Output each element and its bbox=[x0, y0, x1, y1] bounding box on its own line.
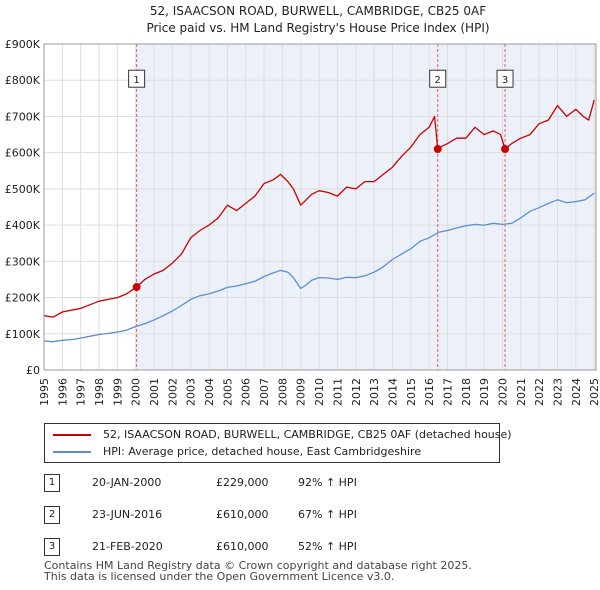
sale-marker-label: 1 bbox=[133, 75, 139, 86]
y-tick-label: £800K bbox=[5, 74, 41, 87]
x-tick-label: 2009 bbox=[295, 378, 308, 406]
transaction-date: 21-FEB-2020 bbox=[92, 540, 163, 553]
table-row: 3 21-FEB-2020 £610,000 52% ↑ HPI bbox=[44, 538, 464, 558]
y-tick-label: £900K bbox=[5, 38, 41, 51]
x-tick-label: 2016 bbox=[423, 378, 436, 406]
transaction-date: 20-JAN-2000 bbox=[92, 476, 162, 489]
y-tick-label: £0 bbox=[26, 364, 40, 377]
sale-point bbox=[132, 283, 141, 292]
sale-marker-box bbox=[496, 69, 514, 88]
sale-point bbox=[433, 145, 442, 154]
x-tick-label: 1997 bbox=[75, 378, 88, 406]
x-tick-label: 1998 bbox=[93, 378, 106, 406]
transaction-hpi: 92% ↑ HPI bbox=[298, 476, 357, 489]
x-tick-label: 1995 bbox=[38, 378, 51, 406]
transaction-date: 23-JUN-2016 bbox=[92, 508, 163, 521]
y-tick-label: £600K bbox=[5, 147, 41, 160]
table-row: 1 20-JAN-2000 £229,000 92% ↑ HPI bbox=[44, 474, 464, 494]
x-tick-label: 1996 bbox=[56, 378, 69, 406]
y-tick-label: £200K bbox=[5, 292, 41, 305]
footer-copyright: Contains HM Land Registry data © Crown c… bbox=[44, 559, 472, 572]
transaction-number-badge: 1 bbox=[44, 474, 60, 492]
x-tick-label: 2024 bbox=[570, 378, 583, 406]
x-tick-label: 1999 bbox=[111, 378, 124, 406]
legend-label-property: 52, ISAACSON ROAD, BURWELL, CAMBRIDGE, C… bbox=[103, 428, 512, 441]
x-tick-label: 2017 bbox=[441, 378, 454, 406]
x-tick-label: 2013 bbox=[368, 378, 381, 406]
x-tick-label: 2002 bbox=[166, 378, 179, 406]
y-tick-label: £100K bbox=[5, 328, 41, 341]
x-tick-label: 2020 bbox=[496, 378, 509, 406]
post-sale-shading bbox=[136, 44, 596, 370]
footer-licence: This data is licensed under the Open Gov… bbox=[44, 570, 395, 583]
chart-title: 52, ISAACSON ROAD, BURWELL, CAMBRIDGE, C… bbox=[150, 4, 486, 18]
hpi-series-line bbox=[43, 192, 595, 343]
transaction-number-badge: 3 bbox=[44, 538, 60, 556]
table-row: 2 23-JUN-2016 £610,000 67% ↑ HPI bbox=[44, 506, 464, 526]
x-tick-label: 2022 bbox=[533, 378, 546, 406]
x-tick-label: 2015 bbox=[405, 378, 418, 406]
x-tick-label: 2019 bbox=[478, 378, 491, 406]
x-tick-label: 2010 bbox=[313, 378, 326, 406]
transaction-price: £229,000 bbox=[216, 476, 269, 489]
y-tick-label: £300K bbox=[5, 255, 41, 268]
transaction-number-badge: 2 bbox=[44, 506, 60, 524]
price-chart: 52, ISAACSON ROAD, BURWELL, CAMBRIDGE, C… bbox=[5, 4, 600, 406]
x-tick-label: 2000 bbox=[130, 378, 143, 406]
x-tick-label: 2006 bbox=[240, 378, 253, 406]
legend-swatch-property bbox=[53, 434, 91, 436]
legend-swatch-hpi bbox=[53, 451, 91, 453]
transaction-hpi: 52% ↑ HPI bbox=[298, 540, 357, 553]
attribution-footer: Contains HM Land Registry data © Crown c… bbox=[44, 560, 472, 582]
x-tick-label: 2001 bbox=[148, 378, 161, 406]
x-tick-label: 2004 bbox=[203, 378, 216, 406]
transaction-price: £610,000 bbox=[216, 508, 269, 521]
x-tick-label: 2003 bbox=[185, 378, 198, 406]
legend-label-hpi: HPI: Average price, detached house, East… bbox=[103, 445, 422, 458]
x-tick-label: 2007 bbox=[258, 378, 271, 406]
x-tick-label: 2005 bbox=[221, 378, 234, 406]
plot-border bbox=[43, 43, 597, 371]
chart-legend: 52, ISAACSON ROAD, BURWELL, CAMBRIDGE, C… bbox=[44, 423, 512, 463]
chart-subtitle: Price paid vs. HM Land Registry's House … bbox=[146, 21, 489, 35]
x-tick-label: 2023 bbox=[551, 378, 564, 406]
x-tick-label: 2014 bbox=[386, 378, 399, 406]
sale-marker-label: 3 bbox=[502, 75, 508, 86]
sale-marker-box bbox=[128, 69, 146, 88]
sale-marker-box bbox=[429, 69, 447, 88]
x-tick-label: 2011 bbox=[331, 378, 344, 406]
x-tick-label: 2008 bbox=[276, 378, 289, 406]
sale-marker-label: 2 bbox=[435, 75, 441, 86]
x-tick-label: 2025 bbox=[588, 378, 600, 406]
y-tick-label: £700K bbox=[5, 110, 41, 123]
transaction-price: £610,000 bbox=[216, 540, 269, 553]
x-tick-label: 2012 bbox=[350, 378, 363, 406]
x-tick-label: 2021 bbox=[515, 378, 528, 406]
y-tick-label: £400K bbox=[5, 219, 41, 232]
y-tick-label: £500K bbox=[5, 183, 41, 196]
sale-point bbox=[501, 145, 510, 154]
transaction-hpi: 67% ↑ HPI bbox=[298, 508, 357, 521]
x-tick-label: 2018 bbox=[460, 378, 473, 406]
